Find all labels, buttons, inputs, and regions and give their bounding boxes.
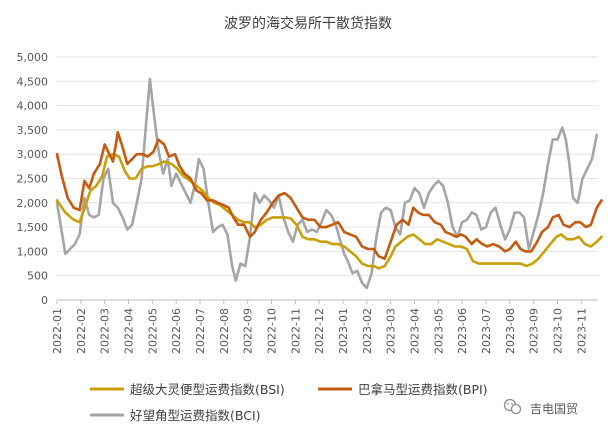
x-tick-label: 2023-01 [337,308,350,354]
legend[interactable]: 超级大灵便型运费指数(BSI) 巴拿马型运费指数(BPI) 好望角型运费指数(BCI… [90,382,488,423]
series-line-bpi [55,131,603,260]
x-tick-label: 2022-02 [75,308,88,354]
series-line-bci [55,77,599,290]
x-tick-label: 2023-07 [480,308,493,354]
watermark: 吉电国贸 [503,398,578,416]
grid [57,56,598,301]
x-tick-label: 2023-04 [408,308,421,354]
legend-label: 巴拿马型运费指数(BPI) [358,382,488,397]
x-tick-label: 2022-04 [122,308,135,354]
x-tick-label: 2022-06 [170,308,183,354]
x-tick-label: 2023-09 [528,308,541,354]
legend-item-bsi[interactable]: 超级大灵便型运费指数(BSI) [90,382,285,397]
x-tick-label: 2022-12 [313,308,326,354]
y-tick-label: 5,000 [17,51,49,64]
x-axis: 2022-01 2022-02 2022-03 2022-04 2022-05 2022-… [51,300,588,354]
y-tick-label: 4,000 [17,100,49,113]
x-tick-label: 2023-05 [432,308,445,354]
x-tick-label: 2022-11 [289,308,302,354]
y-tick-label: 2,000 [17,197,49,210]
x-tick-label: 2022-07 [194,308,207,354]
y-tick-label: 0 [41,294,48,307]
y-tick-label: 3,500 [17,124,49,137]
y-tick-label: 3,000 [17,148,49,161]
x-tick-label: 2023-03 [385,308,398,354]
x-tick-label: 2022-08 [218,308,231,354]
legend-item-bpi[interactable]: 巴拿马型运费指数(BPI) [318,382,488,397]
x-tick-label: 2023-06 [456,308,469,354]
chart-title: 波罗的海交易所干散货指数 [224,15,392,32]
wechat-icon [503,398,522,415]
y-axis: 0 500 1,000 1,500 2,000 2,500 3,000 3,500 4,000 4… [17,51,49,307]
x-tick-label: 2022-09 [242,308,255,354]
series-line-bsi [55,152,603,270]
x-tick-label: 2022-03 [99,308,112,354]
x-tick-label: 2023-02 [361,308,374,354]
y-tick-label: 1,500 [17,221,49,234]
legend-item-bci[interactable]: 好望角型运费指数(BCI) [90,408,261,423]
y-tick-label: 2,500 [17,173,49,186]
x-tick-label: 2023-10 [551,308,564,354]
x-tick-label: 2022-10 [265,308,278,354]
y-tick-label: 1,000 [17,245,49,258]
x-tick-label: 2023-08 [504,308,517,354]
y-tick-label: 4,500 [17,75,49,88]
x-tick-label: 2023-11 [575,308,588,354]
plot-area [55,77,603,290]
x-tick-label: 2022-01 [51,308,64,354]
watermark-text: 吉电国贸 [530,402,578,416]
y-tick-label: 500 [27,270,48,283]
legend-label: 超级大灵便型运费指数(BSI) [130,382,285,397]
x-tick-label: 2022-05 [146,308,159,354]
legend-label: 好望角型运费指数(BCI) [130,408,261,423]
